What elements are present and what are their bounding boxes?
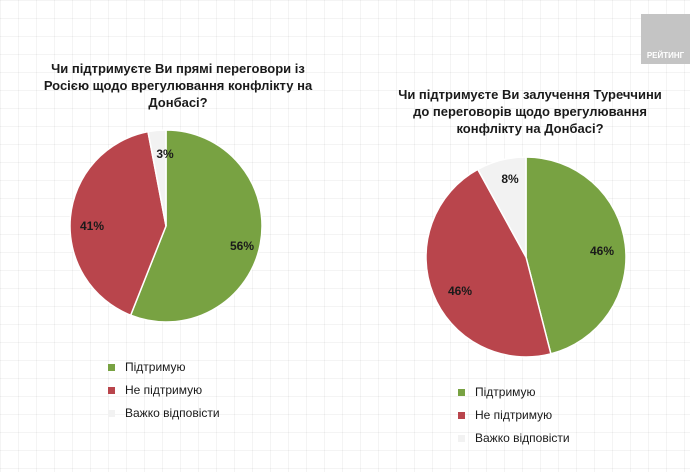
chart-2-slice-2	[476, 156, 527, 258]
legend-label: Підтримую	[475, 385, 536, 399]
legend-label: Не підтримую	[475, 408, 553, 422]
chart-2-legend-item-2: Важко відповісти	[458, 430, 570, 446]
chart-1-slice-2	[147, 129, 167, 227]
legend-label: Важко відповісти	[475, 431, 570, 445]
chart-2-slice-label-1: 46%	[448, 284, 472, 298]
legend-swatch	[458, 411, 465, 419]
chart-2-legend-item-1: Не підтримую	[458, 407, 570, 423]
chart-1-title: Чи підтримуєте Ви прямі переговори із Ро…	[43, 61, 313, 110]
chart-1-slice-label-0: 56%	[230, 239, 254, 253]
chart-1-slice-1	[69, 130, 167, 317]
chart-2-slice-label-0: 46%	[590, 244, 614, 258]
chart-1-slice-label-2: 3%	[156, 147, 174, 161]
legend-swatch	[108, 363, 115, 371]
chart-1-pie: 56% 41% 3%	[69, 129, 263, 323]
legend-label: Важко відповісти	[125, 406, 220, 420]
chart-2-pie: 46% 46% 8%	[425, 156, 627, 358]
chart-2-slice-label-2: 8%	[501, 172, 519, 186]
chart-1-legend-item-0: Підтримую	[108, 359, 220, 375]
chart-1-slice-0	[129, 129, 263, 323]
legend-swatch	[458, 434, 465, 442]
chart-1-legend-item-2: Важко відповісти	[108, 405, 220, 421]
chart-1-slice-label-1: 41%	[80, 219, 104, 233]
chart-1-legend: Підтримую Не підтримую Важко відповісти	[108, 359, 220, 428]
legend-label: Не підтримую	[125, 383, 203, 397]
chart-2-title: Чи підтримуєте Ви залучення Туреччини до…	[398, 87, 662, 136]
chart-2-slice-0	[525, 156, 627, 355]
chart-1-legend-item-1: Не підтримую	[108, 382, 220, 398]
logo-text: РЕЙТИНГ	[646, 51, 685, 60]
rating-logo: РЕЙТИНГ	[641, 14, 690, 64]
chart-2-legend-item-0: Підтримую	[458, 384, 570, 400]
legend-swatch	[108, 409, 115, 417]
chart-2-slice-1	[425, 168, 552, 358]
legend-label: Підтримую	[125, 360, 186, 374]
chart-2-legend: Підтримую Не підтримую Важко відповісти	[458, 384, 570, 453]
legend-swatch	[458, 388, 465, 396]
legend-swatch	[108, 386, 115, 394]
